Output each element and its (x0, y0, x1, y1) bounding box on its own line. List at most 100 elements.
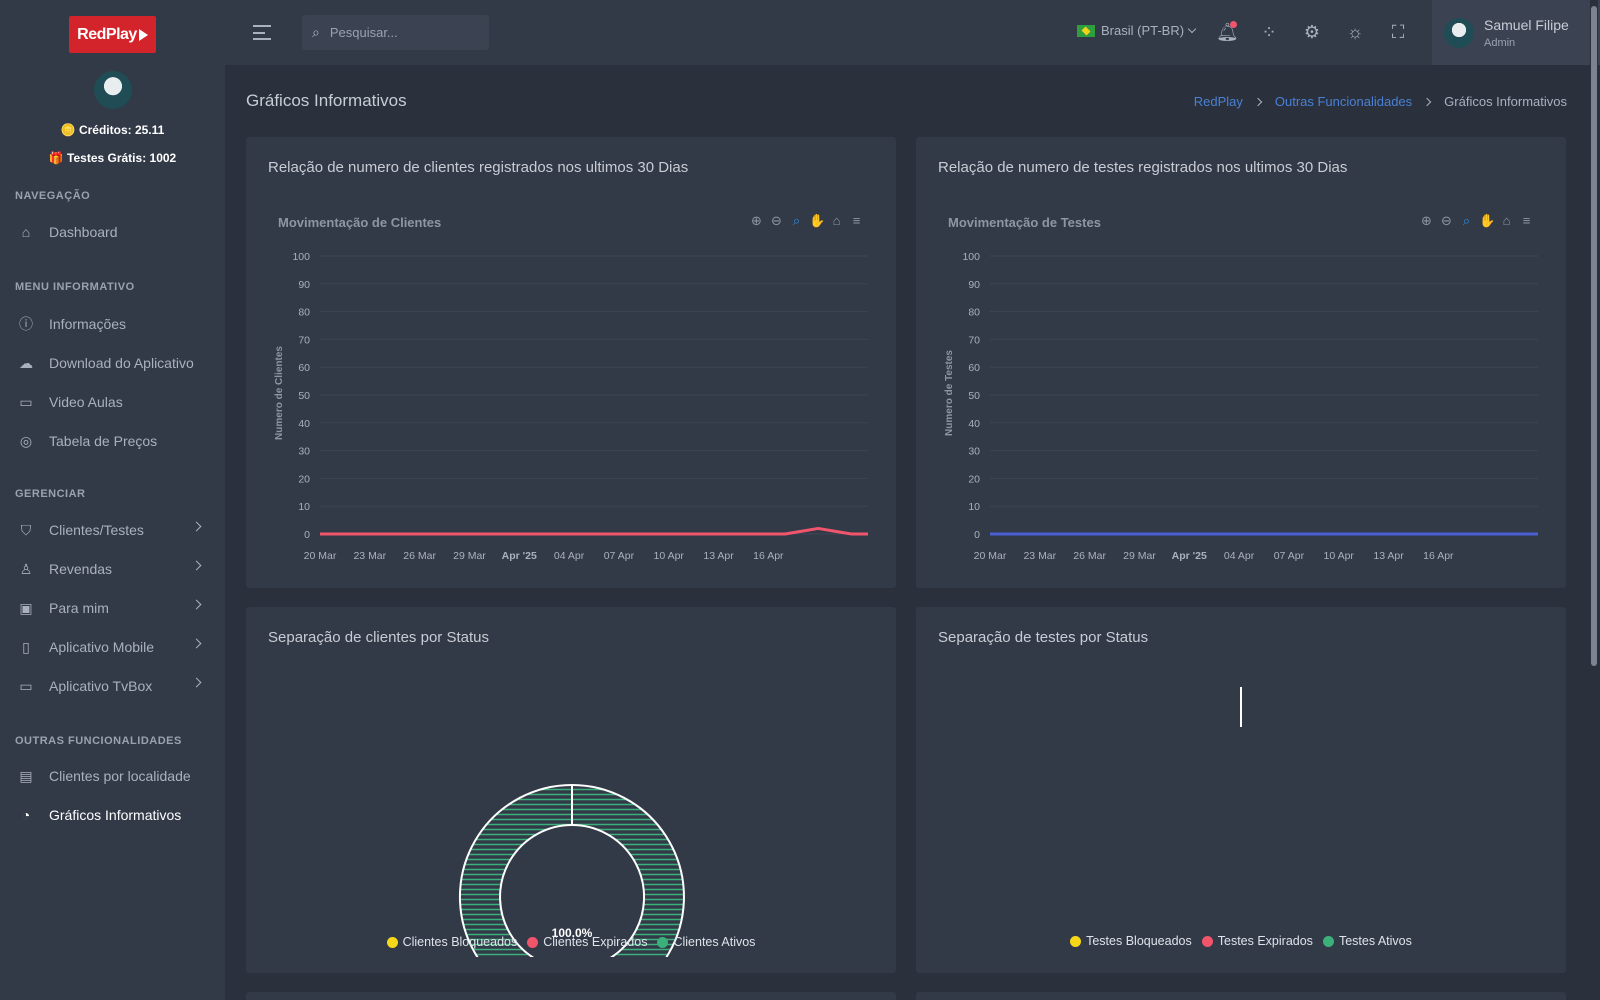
brand-logo[interactable]: RedPlay (69, 16, 156, 53)
pan-icon[interactable]: ✋ (809, 213, 826, 228)
sidebar-item-download[interactable]: ☁ Download do Aplicativo (0, 345, 225, 381)
menu-icon[interactable] (253, 25, 271, 40)
legend-dot (657, 936, 669, 948)
chevron-right-icon (191, 638, 202, 649)
donut-slice-clientes-ativos[interactable] (458, 784, 685, 957)
y-tick-label: 90 (968, 279, 980, 291)
scrollbar-thumb[interactable] (1591, 6, 1597, 666)
search-icon: ⌕ (312, 24, 320, 40)
sidebar-item-aplicativo-mobile[interactable]: ▯ Aplicativo Mobile (0, 629, 225, 665)
sidebar-item-label: Aplicativo Mobile (49, 639, 155, 655)
reset-home-icon[interactable]: ⌂ (832, 213, 841, 228)
sidebar-item-label: Informações (49, 316, 127, 332)
section-outras-funcionalidades: OUTRAS FUNCIONALIDADES (15, 735, 182, 747)
y-tick-label: 0 (304, 529, 310, 541)
series-line[interactable] (320, 526, 868, 536)
y-tick-label: 30 (968, 446, 980, 458)
legend-item[interactable]: Testes Expirados (1201, 934, 1313, 948)
y-tick-label: 60 (968, 362, 980, 374)
x-tick-label: 20 Mar (304, 550, 337, 562)
x-tick-label: 26 Mar (403, 550, 436, 562)
legend-dot (1322, 935, 1334, 947)
sidebar-item-informacoes[interactable]: ⓘ Informações (0, 306, 225, 342)
zoom-select-icon[interactable]: ⌕ (792, 213, 801, 228)
notification-dot (1230, 21, 1237, 28)
zoom-in-icon[interactable]: ⊕ (751, 213, 762, 228)
legend-item[interactable]: Clientes Expirados (527, 935, 647, 949)
chart-menu-icon[interactable]: ≡ (852, 213, 861, 228)
topbar: ⌕ Brasil (PT-BR) 🔔︎ ⁘ ⚙ ☼ ⛶ Samuel Filip… (225, 0, 1600, 65)
page-title: Gráficos Informativos (246, 91, 407, 110)
chevron-down-icon (1187, 24, 1197, 33)
empty-donut-marker (1240, 687, 1242, 727)
x-tick-label: Apr '25 (1172, 550, 1207, 562)
sidebar-item-label: Tabela de Preços (49, 433, 158, 449)
search-input[interactable] (329, 25, 470, 40)
sidebar-item-dashboard[interactable]: ⌂ Dashboard (0, 214, 225, 250)
zoom-out-icon[interactable]: ⊖ (771, 213, 782, 228)
zoom-select-icon[interactable]: ⌕ (1462, 213, 1471, 228)
page-scrollbar[interactable] (1590, 0, 1598, 1000)
zoom-out-icon[interactable]: ⊖ (1441, 213, 1452, 228)
clients-legend: Clientes Bloqueados Clientes Expirados C… (246, 935, 896, 949)
y-tick-label: 40 (968, 418, 980, 430)
y-tick-label: 50 (298, 390, 310, 402)
x-tick-label: 29 Mar (453, 550, 486, 562)
legend-item[interactable]: Testes Ativos (1322, 934, 1412, 948)
sidebar-item-aplicativo-tvbox[interactable]: ▭ Aplicativo TvBox (0, 668, 225, 704)
clients-donut-chart: 100.0% (458, 784, 685, 957)
legend-dot (1201, 935, 1213, 947)
legend-dot (386, 936, 398, 948)
gear-icon[interactable]: ⚙ (1303, 22, 1321, 42)
apps-icon[interactable]: ⁘ (1261, 22, 1277, 42)
fullscreen-icon[interactable]: ⛶ (1391, 22, 1405, 42)
breadcrumb-outras-funcionalidades[interactable]: Outras Funcionalidades (1274, 94, 1413, 109)
logo-text: RedPlay (77, 25, 137, 43)
pan-icon[interactable]: ✋ (1479, 213, 1496, 228)
chart-title: Movimentação de Testes (948, 215, 1101, 230)
card-title: Separação de clientes por Status (268, 629, 489, 646)
y-tick-label: 20 (968, 473, 980, 485)
sidebar-item-label: Video Aulas (49, 394, 123, 410)
legend-item[interactable]: Testes Bloqueados (1070, 934, 1192, 948)
reset-home-icon[interactable]: ⌂ (1502, 213, 1511, 228)
user-menu[interactable]: Samuel Filipe Admin (1432, 0, 1600, 65)
sidebar-item-clientes-testes[interactable]: ⛉ Clientes/Testes (0, 512, 225, 548)
chat-icon: ▭ (19, 394, 33, 410)
sidebar-item-para-mim[interactable]: ▣ Para mim (0, 590, 225, 626)
y-tick-label: 80 (298, 307, 310, 319)
sidebar-item-video-aulas[interactable]: ▭ Video Aulas (0, 384, 225, 420)
sidebar-item-revendas[interactable]: ♙ Revendas (0, 551, 225, 587)
x-tick-label: 20 Mar (974, 550, 1007, 562)
legend-dot (1070, 935, 1082, 947)
y-tick-label: 40 (298, 418, 310, 430)
sidebar-item-graficos[interactable]: ◔ Gráficos Informativos (0, 797, 225, 833)
legend-item[interactable]: Clientes Ativos (657, 935, 755, 949)
legend-label: Testes Bloqueados (1086, 934, 1192, 948)
bell-icon[interactable]: 🔔︎ (1216, 21, 1239, 42)
chart-menu-icon[interactable]: ≡ (1522, 213, 1531, 228)
play-icon (138, 28, 148, 41)
contact-icon: ▣ (19, 600, 33, 616)
zoom-in-icon[interactable]: ⊕ (1421, 213, 1432, 228)
sidebar-item-clientes-localidade[interactable]: ▤ Clientes por localidade (0, 758, 225, 794)
chevron-right-icon (1422, 97, 1432, 106)
sidebar-item-label: Download do Aplicativo (49, 355, 194, 371)
breadcrumb-redplay[interactable]: RedPlay (1193, 94, 1243, 109)
y-tick-label: 70 (298, 334, 310, 346)
sidebar-item-label: Dashboard (49, 224, 118, 240)
chart-toolbar: ⊕ ⊖ ⌕ ✋ ⌂ ≡ (1419, 213, 1534, 228)
x-tick-label: 10 Apr (654, 550, 685, 562)
y-tick-label: 80 (968, 307, 980, 319)
coins-icon: ◎ (19, 433, 33, 449)
next-card (246, 992, 896, 1000)
x-tick-label: 10 Apr (1324, 550, 1355, 562)
legend-item[interactable]: Clientes Bloqueados (386, 935, 517, 949)
chevron-right-icon (1253, 97, 1263, 106)
user-icon: ♙ (19, 561, 33, 577)
legend-label: Testes Expirados (1217, 934, 1313, 948)
sun-icon[interactable]: ☼ (1346, 22, 1364, 42)
sidebar-item-tabela-precos[interactable]: ◎ Tabela de Preços (0, 423, 225, 459)
sidebar-avatar[interactable] (94, 71, 132, 109)
language-selector[interactable]: Brasil (PT-BR) (1077, 23, 1197, 38)
